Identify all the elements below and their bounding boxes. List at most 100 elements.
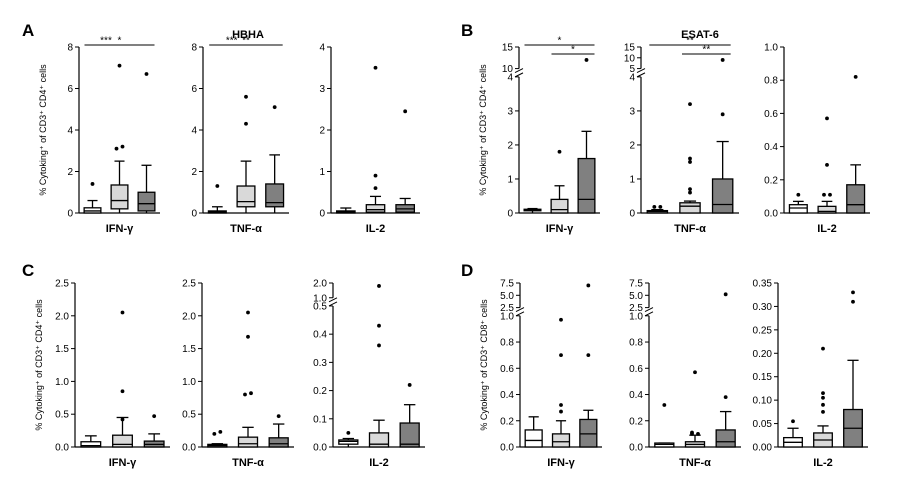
y-tick-label: 0.05: [753, 419, 773, 430]
outlier-point: [243, 392, 247, 397]
outlier-point: [821, 346, 825, 351]
y-tick-label: 1.0: [764, 43, 778, 54]
y-tick-label: 0: [629, 209, 635, 220]
outlier-point: [218, 430, 223, 434]
outlier-point: [693, 370, 697, 375]
box-3: [711, 58, 734, 214]
y-tick-label: 1.5: [55, 344, 69, 355]
x-axis-label: IFN-γ: [109, 457, 137, 469]
y-tick-label: 2.5: [500, 303, 514, 314]
axis-break-mark: [515, 311, 525, 317]
box-iqr: [265, 183, 285, 208]
box-1: [80, 435, 102, 448]
box-2: [684, 370, 706, 448]
outlier-point: [658, 204, 663, 209]
y-tick-label: 1.5: [182, 344, 196, 355]
axis-break-mark: [515, 307, 525, 313]
y-tick-label: 10: [624, 53, 636, 64]
y-tick-label: 0: [67, 209, 73, 220]
box-iqr: [112, 434, 133, 448]
y-tick-label: 1: [507, 174, 513, 185]
box-3: [395, 109, 416, 213]
y-tick-label: 0.0: [629, 443, 643, 454]
box-1: [523, 207, 542, 213]
box-1: [646, 204, 669, 214]
y-tick-label: 0.30: [753, 302, 773, 313]
y-tick-label: 2.5: [629, 303, 643, 314]
y-tick-label: 2: [629, 140, 635, 151]
y-tick-label: 15: [624, 43, 636, 54]
outlier-point: [821, 395, 825, 400]
box-iqr: [268, 437, 289, 448]
outlier-point: [723, 395, 728, 400]
box-1: [338, 430, 359, 447]
box-iqr: [579, 418, 598, 448]
x-axis-label: IFN-γ: [106, 223, 134, 235]
y-tick-label: 3: [319, 84, 325, 95]
significance-label: **: [242, 36, 250, 47]
plot-8: 0.0 0.5 1.0 1.5 2.0 2.5 TNF-α: [182, 279, 294, 469]
y-tick-label: 0.00: [753, 443, 773, 454]
y-tick-label: 1.0: [500, 311, 514, 322]
outlier-point: [377, 343, 381, 348]
box-iqr: [524, 429, 543, 448]
y-tick-label: 0.0: [764, 209, 778, 220]
y-tick-label: 0.8: [764, 76, 778, 87]
y-tick-label: 4: [191, 126, 197, 137]
outlier-point: [688, 190, 692, 195]
y-tick-label: 0.3: [313, 358, 327, 369]
plot-6: 0.0 0.2 0.4 0.6 0.8 1.0 IL-2: [764, 43, 870, 235]
axis-break-mark: [644, 307, 654, 313]
y-tick-label: 0.2: [629, 416, 643, 427]
outlier-point: [557, 149, 562, 154]
outlier-point: [688, 160, 692, 164]
x-axis-label: IFN-γ: [547, 457, 575, 469]
outlier-point: [373, 65, 378, 70]
outlier-point: [559, 317, 563, 322]
outlier-point: [120, 389, 125, 394]
box-iqr: [137, 191, 156, 212]
box-2: [237, 310, 259, 448]
plot-9: 0.0 0.1 0.2 0.3 0.4 0.51.0 2.0 IL-2: [313, 279, 425, 469]
panel-title: HBHA: [232, 29, 264, 41]
y-tick-label: 8: [67, 43, 73, 54]
box-iqr: [715, 429, 736, 448]
outlier-point: [559, 403, 563, 407]
box-3: [715, 292, 736, 448]
x-axis-label: TNF-α: [674, 223, 706, 235]
y-tick-label: 1: [629, 174, 635, 185]
box-iqr: [654, 442, 675, 448]
y-tick-label: 2.0: [313, 279, 327, 290]
outlier-point: [152, 414, 157, 419]
box-1: [207, 184, 227, 214]
y-tick-label: 0.25: [753, 325, 773, 336]
box-2: [236, 94, 256, 213]
box-1: [783, 419, 803, 448]
outlier-point: [377, 323, 381, 328]
y-tick-label: 0.4: [313, 330, 327, 341]
y-tick-label: 1.0: [629, 311, 643, 322]
y-tick-label: 0.0: [313, 443, 327, 454]
y-tick-label: 0.15: [753, 372, 773, 383]
outlier-point: [828, 192, 832, 197]
y-tick-label: 2: [507, 140, 513, 151]
outlier-point: [688, 156, 692, 161]
outlier-point: [244, 121, 248, 126]
significance-label: *: [558, 36, 562, 47]
y-tick-label: 0.10: [753, 396, 773, 407]
outlier-point: [851, 299, 855, 304]
x-axis-label: TNF-α: [230, 223, 262, 235]
y-tick-label: 5.0: [500, 291, 514, 302]
y-axis-label: % Cytoking⁺ of CD3⁺ CD4⁺ cells: [34, 299, 44, 431]
significance-label: ***: [226, 36, 238, 47]
box-2: [817, 116, 837, 214]
box-iqr: [817, 205, 837, 214]
outlier-point: [586, 353, 591, 358]
y-tick-label: 10: [502, 64, 514, 75]
box-2: [813, 346, 833, 448]
box-3: [137, 72, 156, 213]
box-3: [265, 105, 285, 213]
outlier-point: [246, 334, 250, 339]
